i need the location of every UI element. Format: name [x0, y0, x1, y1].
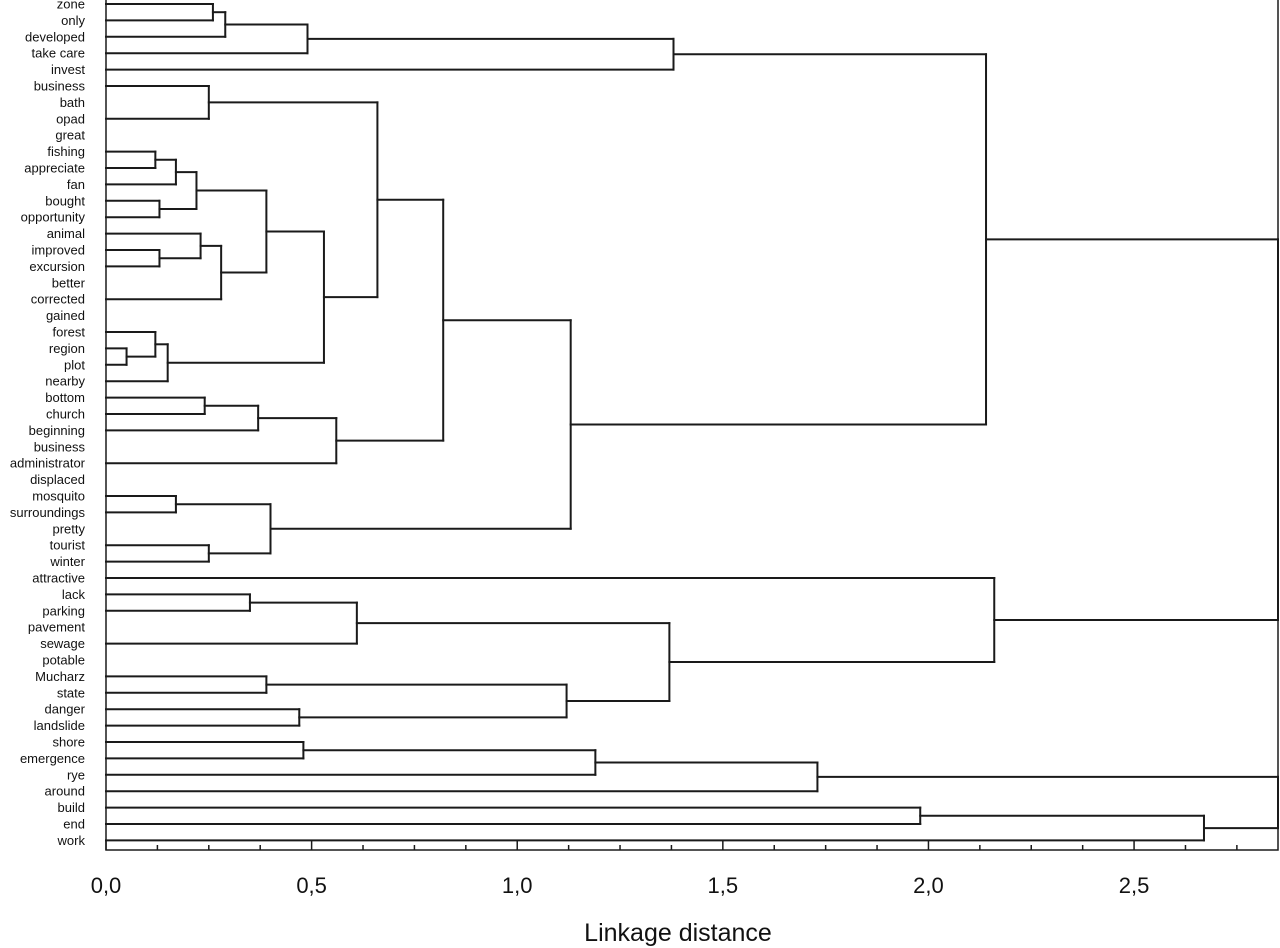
- x-tick-label: 1,0: [502, 873, 533, 898]
- leaf-label: pavement: [28, 620, 85, 635]
- leaf-label: opportunity: [21, 210, 86, 225]
- leaf-label: bath: [60, 95, 85, 110]
- leaf-label: bottom: [45, 390, 85, 405]
- leaf-label: region: [49, 341, 85, 356]
- leaf-label: parking: [42, 603, 85, 618]
- leaf-label: shore: [52, 735, 85, 750]
- leaf-label: corrected: [31, 292, 85, 307]
- leaf-label: bought: [45, 193, 85, 208]
- leaf-label: beginning: [29, 423, 85, 438]
- plot-frame: [105, 0, 1279, 851]
- x-axis-ticks: [105, 841, 1238, 850]
- leaf-label: business: [34, 439, 86, 454]
- leaf-label: fan: [67, 177, 85, 192]
- leaf-label: excursion: [29, 259, 85, 274]
- x-tick-label: 1,5: [708, 873, 739, 898]
- x-tick-label: 2,5: [1119, 873, 1150, 898]
- leaf-label: danger: [45, 702, 86, 717]
- leaf-label: invest: [51, 62, 85, 77]
- leaf-label: state: [57, 685, 85, 700]
- leaf-label: end: [63, 817, 85, 832]
- leaf-label: great: [55, 128, 85, 143]
- leaf-label: improved: [32, 243, 85, 258]
- leaf-label: forest: [52, 325, 85, 340]
- dendrogram-links: [105, 3, 1279, 842]
- x-tick-label: 2,0: [913, 873, 944, 898]
- leaf-label: church: [46, 407, 85, 422]
- leaf-label: winter: [49, 554, 85, 569]
- leaf-label: better: [52, 275, 86, 290]
- leaf-label: appreciate: [24, 161, 85, 176]
- leaf-label: gained: [46, 308, 85, 323]
- leaf-label: surroundings: [10, 505, 86, 520]
- x-axis-title: Linkage distance: [584, 919, 772, 947]
- leaf-label: sewage: [40, 636, 85, 651]
- leaf-label: developed: [25, 29, 85, 44]
- leaf-label: opad: [56, 111, 85, 126]
- leaf-label: Mucharz: [35, 669, 85, 684]
- leaf-label: displaced: [30, 472, 85, 487]
- leaf-label: landslide: [34, 718, 85, 733]
- leaf-label: zone: [57, 0, 85, 12]
- leaf-label: fishing: [47, 144, 85, 159]
- leaf-label: business: [34, 79, 86, 94]
- leaf-label: potable: [42, 653, 85, 668]
- leaf-label: lack: [62, 587, 86, 602]
- x-tick-label: 0,0: [91, 873, 122, 898]
- x-axis-tick-labels: 0,0 0,5 1,0 1,5 2,0 2,5: [91, 873, 1150, 898]
- leaf-label: attractive: [32, 571, 85, 586]
- leaf-label: administrator: [10, 456, 86, 471]
- leaf-label: only: [61, 13, 85, 28]
- leaf-label: emergence: [20, 751, 85, 766]
- leaf-label: tourist: [50, 538, 86, 553]
- leaf-label: rye: [67, 767, 85, 782]
- leaf-label: build: [58, 800, 85, 815]
- leaf-label: plot: [64, 357, 85, 372]
- x-tick-label: 0,5: [296, 873, 327, 898]
- leaf-label: take care: [32, 46, 85, 61]
- leaf-label: mosquito: [32, 489, 85, 504]
- leaf-label: nearby: [45, 374, 85, 389]
- leaf-label: around: [45, 784, 85, 799]
- leaf-label: pretty: [52, 521, 85, 536]
- leaf-label: animal: [47, 226, 85, 241]
- leaf-label: work: [57, 833, 86, 848]
